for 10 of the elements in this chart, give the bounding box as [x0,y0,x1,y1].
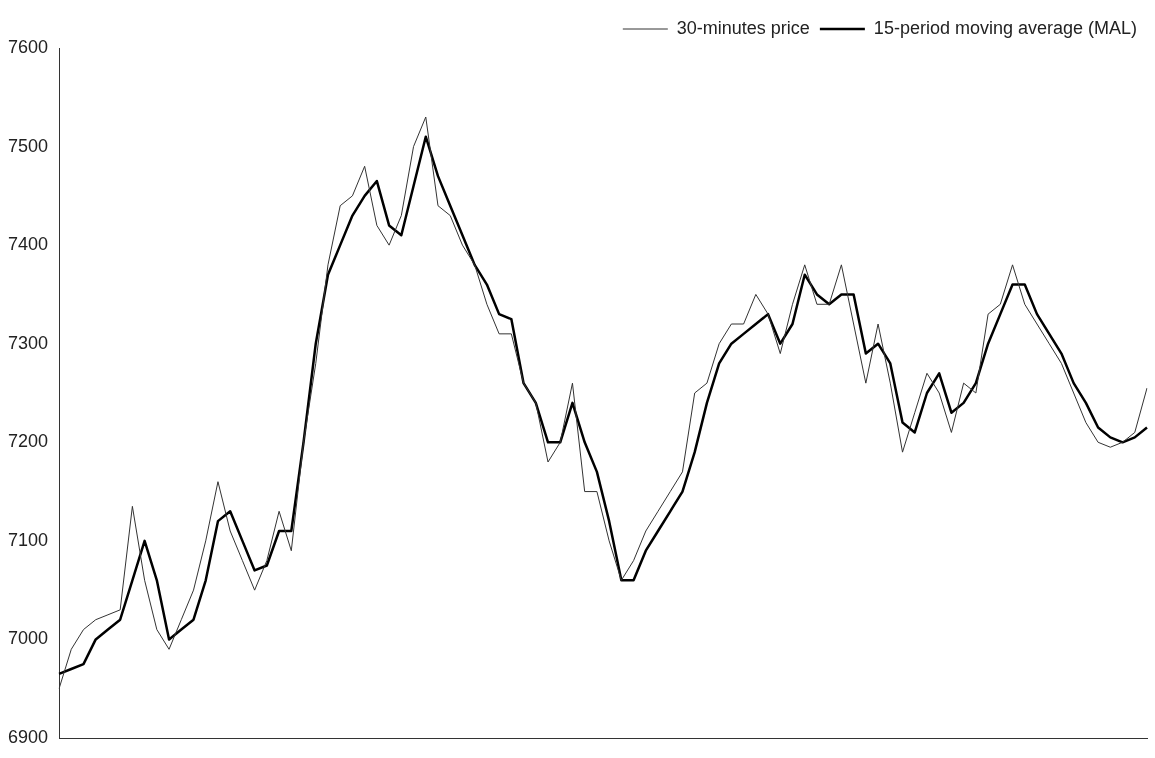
legend-label: 30-minutes price [676,17,810,38]
y-tick-label: 7500 [8,135,49,156]
y-tick-label: 7000 [8,628,49,649]
y-tick-label: 7600 [8,36,49,57]
y-tick-label: 7200 [8,431,49,452]
y-tick-label: 7300 [8,332,49,353]
y-tick-label: 7400 [8,234,49,255]
y-tick-label: 6900 [8,726,49,747]
y-tick-label: 7100 [8,529,49,550]
legend-label: 15-period moving average (MAL) [873,17,1138,38]
